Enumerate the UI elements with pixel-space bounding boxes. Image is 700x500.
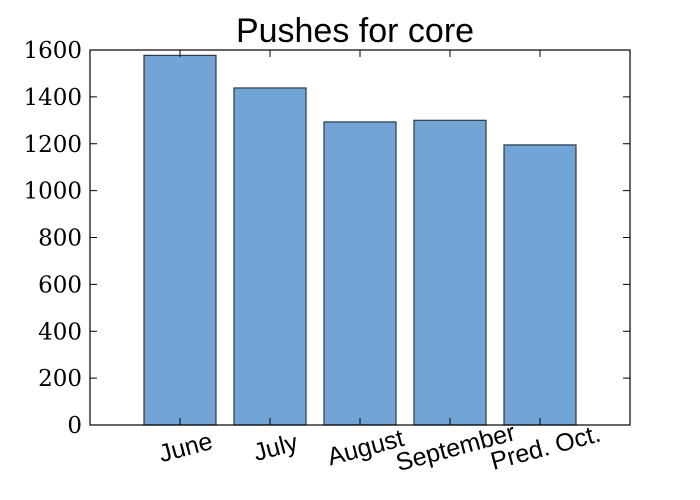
bars-group: [143, 54, 577, 426]
x-tick-label: June: [156, 427, 216, 468]
bar-pred-oct: [503, 144, 577, 426]
y-tick-label: 400: [38, 319, 82, 345]
y-tick-label: 1600: [23, 38, 82, 64]
chart-title: Pushes for core: [236, 12, 474, 50]
y-tick-label: 600: [38, 272, 82, 298]
bar-june: [143, 54, 217, 426]
y-tick-label: 800: [38, 226, 82, 252]
y-axis: 0 200 400 600 800 1000 1200 1400 1600: [23, 38, 630, 439]
bar-july: [233, 87, 307, 426]
y-tick-label: 1400: [23, 85, 82, 111]
bar-september: [413, 119, 487, 426]
bar-august: [323, 121, 397, 426]
x-tick-label: July: [251, 428, 302, 467]
y-tick-label: 1200: [23, 132, 82, 158]
y-tick-label: 200: [38, 366, 82, 392]
y-tick-label: 1000: [23, 179, 82, 205]
y-tick-label: 0: [67, 413, 82, 439]
x-tick-label: August: [324, 424, 406, 471]
